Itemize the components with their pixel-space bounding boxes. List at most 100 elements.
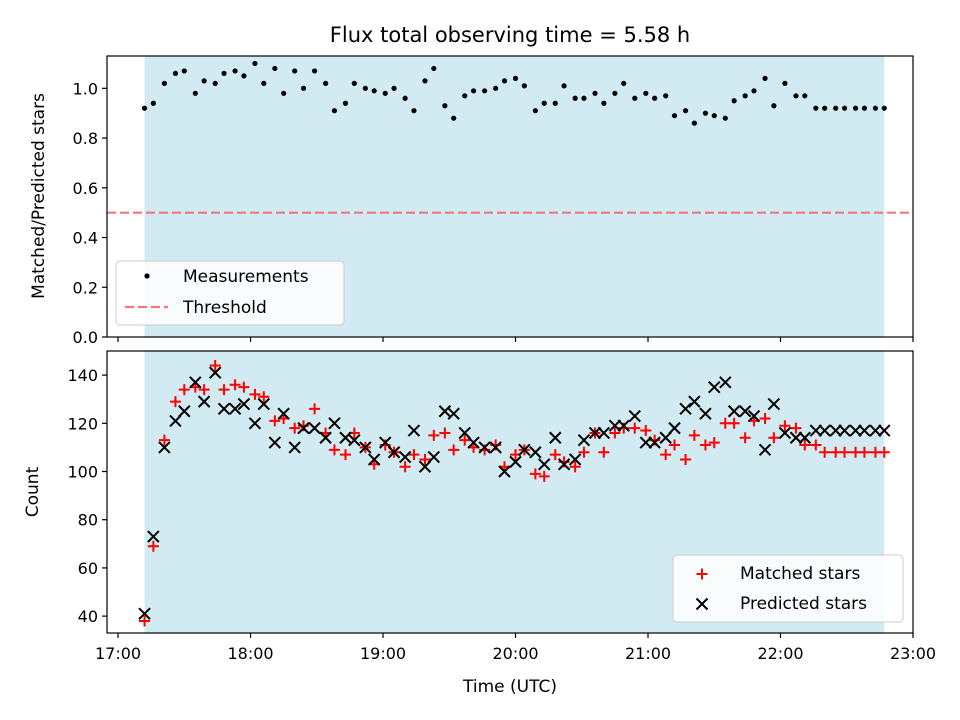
measurement-point [241, 73, 247, 79]
measurement-point [782, 80, 788, 86]
measurement-point [252, 60, 258, 67]
predicted-star-point [568, 453, 582, 466]
predicted-star-point [628, 409, 641, 423]
matched-star-point [739, 432, 751, 444]
predicted-star-point [339, 431, 352, 444]
legend-threshold-label: Threshold [182, 298, 267, 318]
measurement-point [300, 85, 307, 91]
bottom-plot-frame [106, 350, 914, 634]
matched-star-point [799, 439, 811, 451]
matched-star-point [839, 446, 851, 458]
measurement-point [422, 78, 428, 84]
bottom-y-tick-label: 100 [67, 463, 98, 482]
predicted-star-point [639, 436, 653, 449]
predicted-star-point [648, 436, 661, 449]
bottom-x-tick-label: 19:00 [360, 644, 406, 663]
top-y-axis-label: Matched/Predicted stars [29, 93, 49, 299]
predicted-star-point [257, 397, 270, 411]
predicted-star-point [838, 424, 851, 437]
matched-star-point [309, 403, 321, 415]
matched-star-point [878, 446, 890, 458]
measurement-point [643, 90, 649, 96]
measurement-point [742, 93, 748, 99]
measurement-point [841, 105, 848, 111]
predicted-star-point [379, 436, 392, 449]
predicted-star-point [189, 376, 202, 389]
measurement-point [201, 78, 207, 84]
measurement-point [192, 90, 198, 96]
matched-star-point [218, 384, 230, 396]
predicted-star-point [719, 376, 732, 389]
legend-predicted-label: Predicted stars [740, 594, 867, 614]
measurement-point [552, 100, 558, 106]
bottom-x-tick-label: 20:00 [492, 644, 538, 663]
legend-frame [115, 260, 345, 326]
predicted-star-point [878, 424, 891, 437]
matched-star-point [229, 379, 241, 391]
predicted-star-point [268, 436, 282, 449]
predicted-star-point [447, 407, 460, 420]
predicted-star-point [319, 431, 332, 444]
measurement-point [521, 83, 527, 89]
predicted-star-point [328, 417, 341, 430]
bottom-x-tick-label: 21:00 [625, 644, 671, 663]
measurement-point [601, 100, 607, 106]
measurement-point [431, 65, 437, 72]
predicted-star-point [237, 397, 251, 411]
measurement-point [212, 80, 218, 86]
predicted-star-point [288, 441, 301, 454]
predicted-star-point [597, 426, 611, 440]
matched-star-point [198, 384, 210, 396]
measurement-point [351, 80, 357, 86]
predicted-star-point [588, 426, 602, 440]
matched-star-point [289, 422, 301, 434]
matched-star-point [269, 415, 281, 427]
predicted-star-point [529, 446, 542, 459]
matched-star-point [249, 388, 261, 400]
legend-predicted-marker [695, 597, 709, 611]
predicted-star-point [849, 424, 862, 437]
predicted-star-point [738, 405, 752, 418]
predicted-star-point [217, 402, 231, 416]
matched-star-point [569, 461, 581, 473]
matched-star-point [790, 422, 802, 434]
measurement-point [501, 78, 508, 84]
predicted-star-point [668, 421, 681, 435]
matched-star-point [629, 422, 641, 434]
measurement-point [181, 68, 187, 74]
predicted-star-point [208, 366, 222, 379]
predicted-star-point [818, 424, 831, 437]
matched-star-point [609, 427, 621, 439]
matched-star-point [669, 439, 681, 451]
top-y-tick-label: 0.4 [73, 229, 98, 248]
measurement-point [592, 90, 598, 96]
predicted-star-point [178, 405, 191, 418]
measurement-point [371, 88, 377, 94]
measurement-point [391, 85, 397, 91]
measurement-point [663, 93, 669, 99]
measurement-point [402, 95, 408, 101]
predicted-star-point [679, 402, 692, 416]
measurement-point [762, 75, 768, 81]
predicted-star-point [489, 441, 502, 454]
bottom-x-tick-label: 17:00 [95, 644, 141, 663]
predicted-star-point [228, 402, 242, 416]
matched-star-point [598, 446, 610, 458]
top-plot-frame [106, 55, 914, 338]
measurement-point [731, 98, 737, 104]
measurement-point [362, 85, 368, 91]
top-y-tick-label: 0.8 [73, 129, 98, 148]
predicted-star-point [297, 421, 310, 435]
predicted-star-point [458, 426, 471, 440]
bottom-x-axis-label: Time (UTC) [462, 677, 557, 697]
measurement-point [671, 113, 678, 119]
matched-star-point [339, 449, 351, 461]
predicted-star-point [478, 441, 491, 454]
measurement-point [470, 88, 477, 94]
measurement-point [621, 80, 627, 86]
predicted-star-point [727, 405, 741, 418]
predicted-star-point [147, 530, 160, 543]
measurement-point [281, 90, 287, 96]
measurement-point [822, 105, 828, 111]
predicted-star-point [688, 395, 701, 408]
